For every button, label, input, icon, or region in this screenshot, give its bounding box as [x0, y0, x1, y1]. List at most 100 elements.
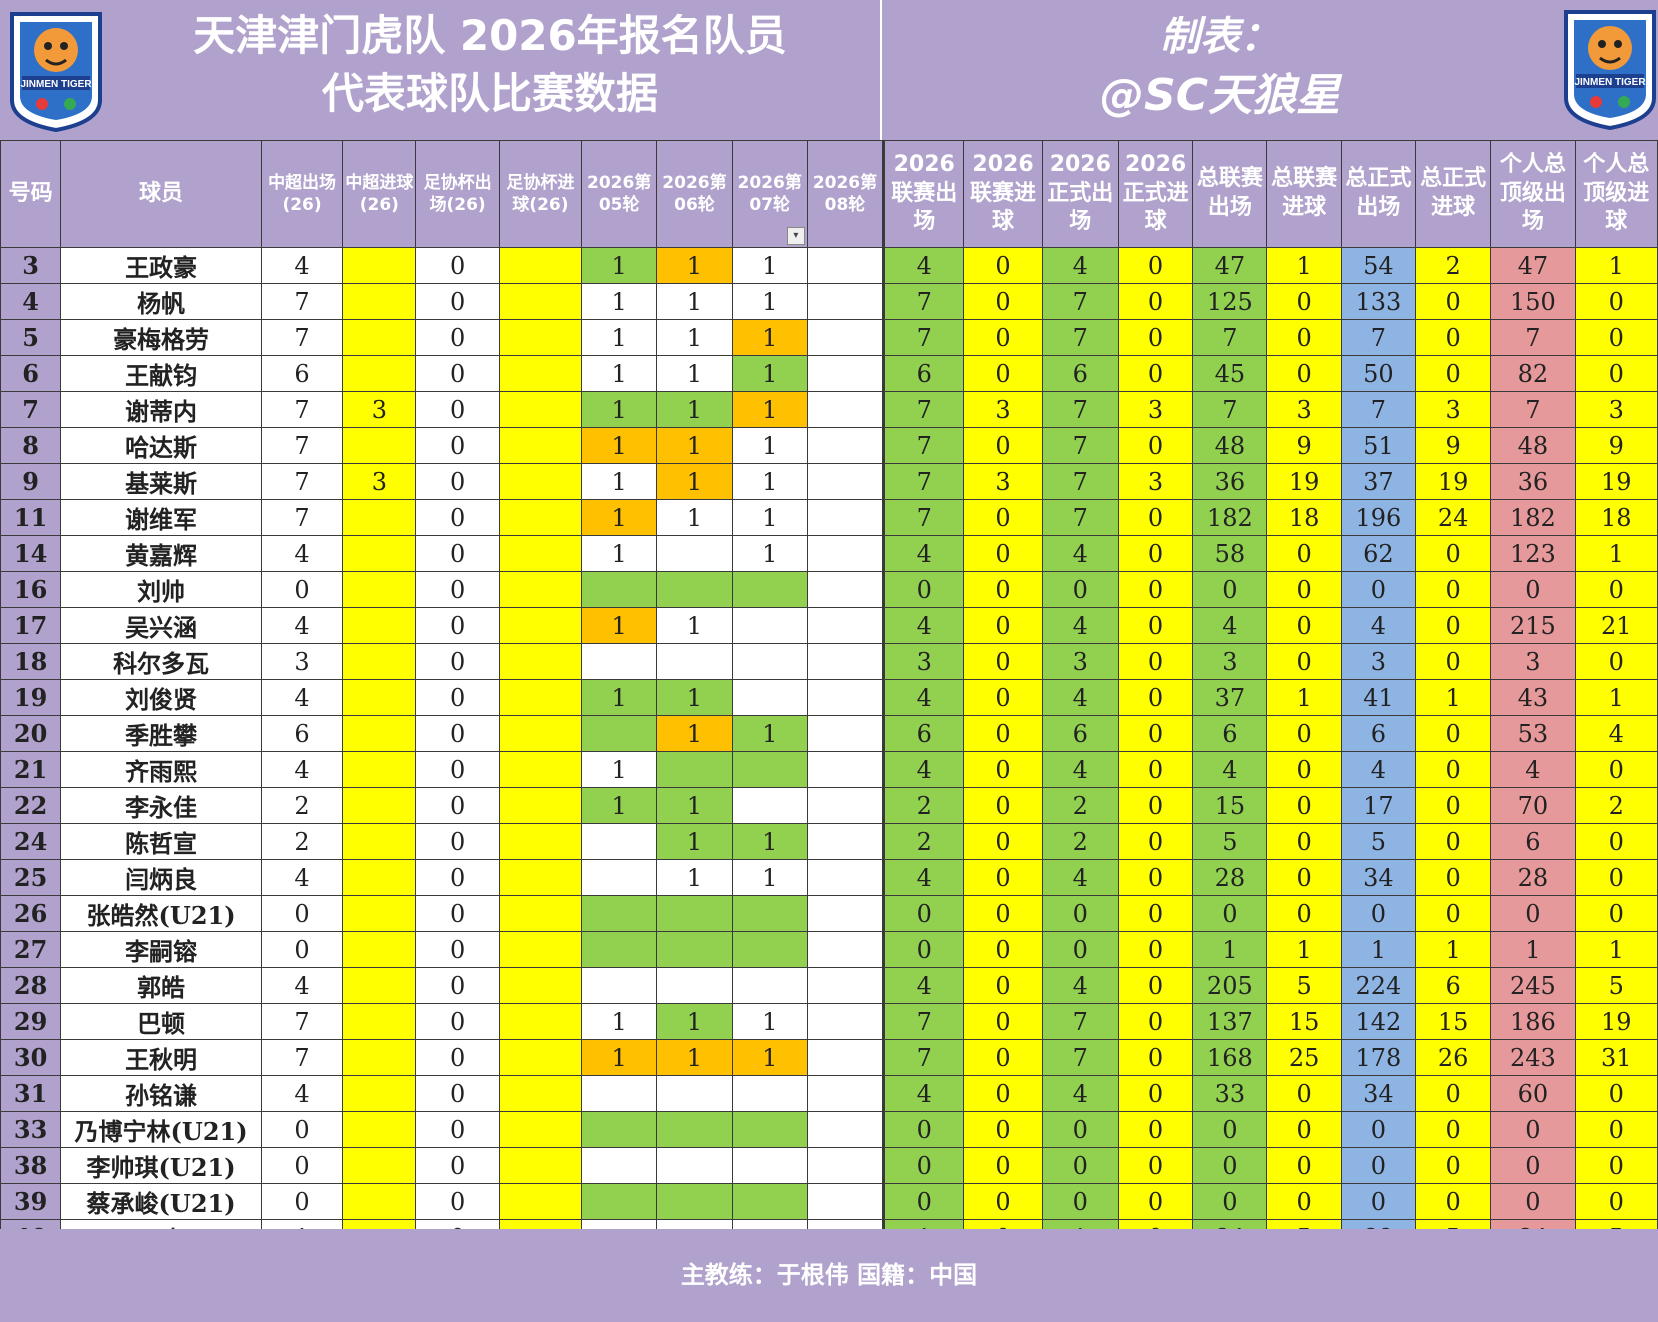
column-header[interactable]: 足协杯进球(26) [498, 140, 583, 248]
player-name: 谢维军 [60, 499, 262, 536]
table-row[interactable]: 26 张皓然(U21) 0 0 0 0 0 0 0 0 0 0 0 0 [0, 895, 1658, 932]
stat-cell: 0 [1266, 319, 1342, 356]
stat-cell: 4 [1041, 967, 1119, 1004]
table-row[interactable]: 19 刘俊贤 4 0 1 1 4 0 4 0 37 1 41 1 43 1 [0, 679, 1658, 716]
filter-dropdown-icon[interactable]: ▾ [786, 227, 805, 245]
credit-line-1: 制表： [1160, 14, 1280, 60]
column-header[interactable]: 总正式出场 [1340, 140, 1417, 248]
stat-cell: 0 [415, 859, 500, 896]
table-row[interactable]: 22 李永佳 2 0 1 1 2 0 2 0 15 0 17 0 70 2 [0, 787, 1658, 824]
column-header[interactable]: 2026第07轮 ▾ [731, 140, 808, 248]
table-row[interactable]: 27 李嗣镕 0 0 0 0 0 0 1 1 1 1 1 1 [0, 931, 1658, 968]
column-header[interactable]: 总联赛出场 [1192, 140, 1268, 248]
column-header[interactable]: 中超出场(26) [260, 140, 344, 248]
stat-cell [806, 715, 885, 752]
column-header[interactable]: 2026正式出场 [1041, 140, 1119, 248]
stat-cell: 0 [1266, 787, 1342, 824]
stat-cell: 1 [581, 319, 658, 356]
stat-cell: 0 [415, 463, 500, 500]
column-header[interactable]: 2026第08轮 [806, 140, 885, 248]
table-row[interactable]: 29 巴顿 7 0 1 1 1 7 0 7 0 137 15 142 15 186 19 [0, 1003, 1658, 1040]
stat-cell: 0 [1117, 967, 1194, 1004]
column-header[interactable]: 总联赛进球 [1266, 140, 1342, 248]
table-row[interactable]: 4 杨帆 7 0 1 1 1 7 0 7 0 125 0 133 0 150 0 [0, 283, 1658, 320]
table-row[interactable]: 11 谢维军 7 0 1 1 1 7 0 7 0 182 18 196 24 182 18 [0, 499, 1658, 536]
stat-cell: 0 [415, 1039, 500, 1076]
column-header[interactable]: 中超进球(26) [342, 140, 417, 248]
stat-cell: 0 [415, 787, 500, 824]
column-header[interactable]: 2026联赛出场 [882, 140, 965, 248]
table-row[interactable]: 17 吴兴涵 4 0 1 1 4 0 4 0 4 0 4 0 215 21 [0, 607, 1658, 644]
column-header[interactable]: 2026联赛进球 [963, 140, 1043, 248]
column-header[interactable]: 号码 [0, 140, 62, 248]
stat-cell: 3 [963, 463, 1043, 500]
stat-cell: 0 [415, 967, 500, 1004]
table-row[interactable]: 6 王献钧 6 0 1 1 1 6 0 6 0 45 0 50 0 82 0 [0, 355, 1658, 392]
player-number: 21 [0, 751, 62, 788]
player-number: 14 [0, 535, 62, 572]
stat-cell: 3 [963, 391, 1043, 428]
stat-cell: 6 [1340, 715, 1417, 752]
stat-cell: 7 [260, 1003, 344, 1040]
stat-cell [342, 895, 417, 932]
table-row[interactable]: 24 陈哲宣 2 0 1 1 2 0 2 0 5 0 5 0 6 0 [0, 823, 1658, 860]
stat-cell [731, 1147, 808, 1184]
stat-cell: 0 [963, 319, 1043, 356]
column-header[interactable]: 球员 [60, 140, 262, 248]
table-row[interactable]: 3 王政豪 4 0 1 1 1 4 0 4 0 47 1 54 2 47 1 [0, 247, 1658, 284]
stat-cell: 0 [1340, 1147, 1417, 1184]
table-row[interactable]: 28 郭皓 4 0 4 0 4 0 205 5 224 6 245 5 [0, 967, 1658, 1004]
stat-cell: 4 [1192, 751, 1268, 788]
table-row[interactable]: 21 齐雨熙 4 0 1 4 0 4 0 4 0 4 0 4 0 [0, 751, 1658, 788]
table-row[interactable]: 8 哈达斯 7 0 1 1 1 7 0 7 0 48 9 51 9 48 9 [0, 427, 1658, 464]
stat-cell: 0 [963, 751, 1043, 788]
stat-cell: 48 [1192, 427, 1268, 464]
stat-cell [498, 1003, 583, 1040]
table-row[interactable]: 20 季胜攀 6 0 1 1 6 0 6 0 6 0 6 0 53 4 [0, 715, 1658, 752]
stat-cell: 15 [1266, 1003, 1342, 1040]
column-header[interactable]: 总正式进球 [1414, 140, 1492, 248]
stat-cell [498, 1075, 583, 1112]
stat-cell: 2 [882, 787, 965, 824]
table-row[interactable]: 18 科尔多瓦 3 0 3 0 3 0 3 0 3 0 3 0 [0, 643, 1658, 680]
column-header[interactable]: 个人总顶级进球 [1574, 140, 1658, 248]
table-row[interactable]: 14 黄嘉辉 4 0 1 1 4 0 4 0 58 0 62 0 123 1 [0, 535, 1658, 572]
table-row[interactable]: 16 刘帅 0 0 0 0 0 0 0 0 0 0 0 0 [0, 571, 1658, 608]
column-header[interactable]: 2026第06轮 [656, 140, 733, 248]
stat-cell: 0 [1266, 751, 1342, 788]
player-number: 19 [0, 679, 62, 716]
stat-cell: 1 [581, 751, 658, 788]
stat-cell: 0 [1117, 535, 1194, 572]
table-row[interactable]: 39 蔡承峻(U21) 0 0 0 0 0 0 0 0 0 0 0 0 [0, 1183, 1658, 1220]
column-header[interactable]: 足协杯出场(26) [415, 140, 500, 248]
column-header[interactable]: 2026第05轮 [581, 140, 658, 248]
stat-cell [342, 355, 417, 392]
table-row[interactable]: 5 豪梅格劳 7 0 1 1 1 7 0 7 0 7 0 7 0 7 0 [0, 319, 1658, 356]
stat-cell: 6 [1490, 823, 1576, 860]
column-header[interactable]: 2026正式进球 [1117, 140, 1194, 248]
stat-cell: 1 [1574, 247, 1658, 284]
stat-cell: 0 [260, 931, 344, 968]
stat-cell: 0 [963, 1147, 1043, 1184]
stat-cell [498, 463, 583, 500]
player-number: 25 [0, 859, 62, 896]
stat-cell [342, 1039, 417, 1076]
column-header[interactable]: 个人总顶级出场 [1490, 140, 1576, 248]
table-row[interactable]: 25 闫炳良 4 0 1 1 4 0 4 0 28 0 34 0 28 0 [0, 859, 1658, 896]
stat-cell: 1 [656, 463, 733, 500]
stat-cell [498, 895, 583, 932]
table-row[interactable]: 31 孙铭谦 4 0 4 0 4 0 33 0 34 0 60 0 [0, 1075, 1658, 1112]
stat-cell [498, 715, 583, 752]
stat-cell [656, 895, 733, 932]
player-name: 张皓然(U21) [60, 895, 262, 932]
table-row[interactable]: 38 李帅琪(U21) 0 0 0 0 0 0 0 0 0 0 0 0 [0, 1147, 1658, 1184]
stat-cell: 0 [1574, 283, 1658, 320]
table-row[interactable]: 33 乃博宁林(U21) 0 0 0 0 0 0 0 0 0 0 0 0 [0, 1111, 1658, 1148]
stat-cell: 1 [656, 823, 733, 860]
table-row[interactable]: 30 王秋明 7 0 1 1 1 7 0 7 0 168 25 178 26 243 31 [0, 1039, 1658, 1076]
stat-cell: 1 [1266, 247, 1342, 284]
table-row[interactable]: 7 谢蒂内 7 3 0 1 1 1 7 3 7 3 7 3 7 3 7 3 [0, 391, 1658, 428]
stat-cell [342, 679, 417, 716]
stat-cell: 0 [963, 715, 1043, 752]
table-row[interactable]: 9 基莱斯 7 3 0 1 1 1 7 3 7 3 36 19 37 19 36 19 [0, 463, 1658, 500]
